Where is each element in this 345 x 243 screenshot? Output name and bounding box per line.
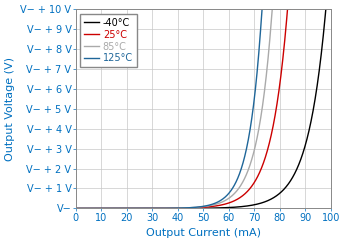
25°C (241, 194, 245, 197)
125°C (152, 207, 156, 210)
Line: 25°C: 25°C (76, 9, 290, 208)
125°C (260, 7, 264, 10)
-40°C (73, 207, 78, 210)
25°C (245, 191, 249, 194)
-40°C (100, 207, 104, 210)
125°C (73, 207, 78, 210)
25°C (73, 207, 78, 210)
25°C (288, 7, 292, 10)
85°C (162, 207, 167, 210)
85°C (73, 207, 78, 210)
85°C (231, 193, 235, 196)
125°C (159, 207, 163, 210)
-40°C (324, 7, 328, 10)
85°C (94, 207, 98, 210)
Line: 85°C: 85°C (76, 9, 277, 208)
25°C (286, 7, 290, 10)
125°C (207, 204, 211, 207)
125°C (225, 194, 229, 197)
25°C (168, 207, 172, 210)
125°C (268, 7, 272, 10)
125°C (93, 207, 98, 210)
-40°C (249, 204, 253, 207)
125°C (228, 190, 233, 193)
Legend: -40°C, 25°C, 85°C, 125°C: -40°C, 25°C, 85°C, 125°C (80, 14, 137, 67)
Line: 125°C: 125°C (76, 9, 270, 208)
Line: -40°C: -40°C (76, 9, 331, 208)
85°C (275, 7, 279, 10)
85°C (212, 203, 216, 206)
85°C (235, 190, 239, 193)
-40°C (329, 7, 333, 10)
-40°C (177, 207, 181, 210)
25°C (160, 207, 165, 210)
-40°C (277, 192, 282, 195)
-40°C (186, 207, 190, 210)
25°C (96, 207, 100, 210)
85°C (270, 7, 274, 10)
Y-axis label: Output Voltage (V): Output Voltage (V) (5, 57, 15, 161)
X-axis label: Output Current (mA): Output Current (mA) (146, 228, 261, 238)
85°C (155, 207, 159, 210)
25°C (221, 203, 225, 206)
-40°C (273, 196, 277, 199)
